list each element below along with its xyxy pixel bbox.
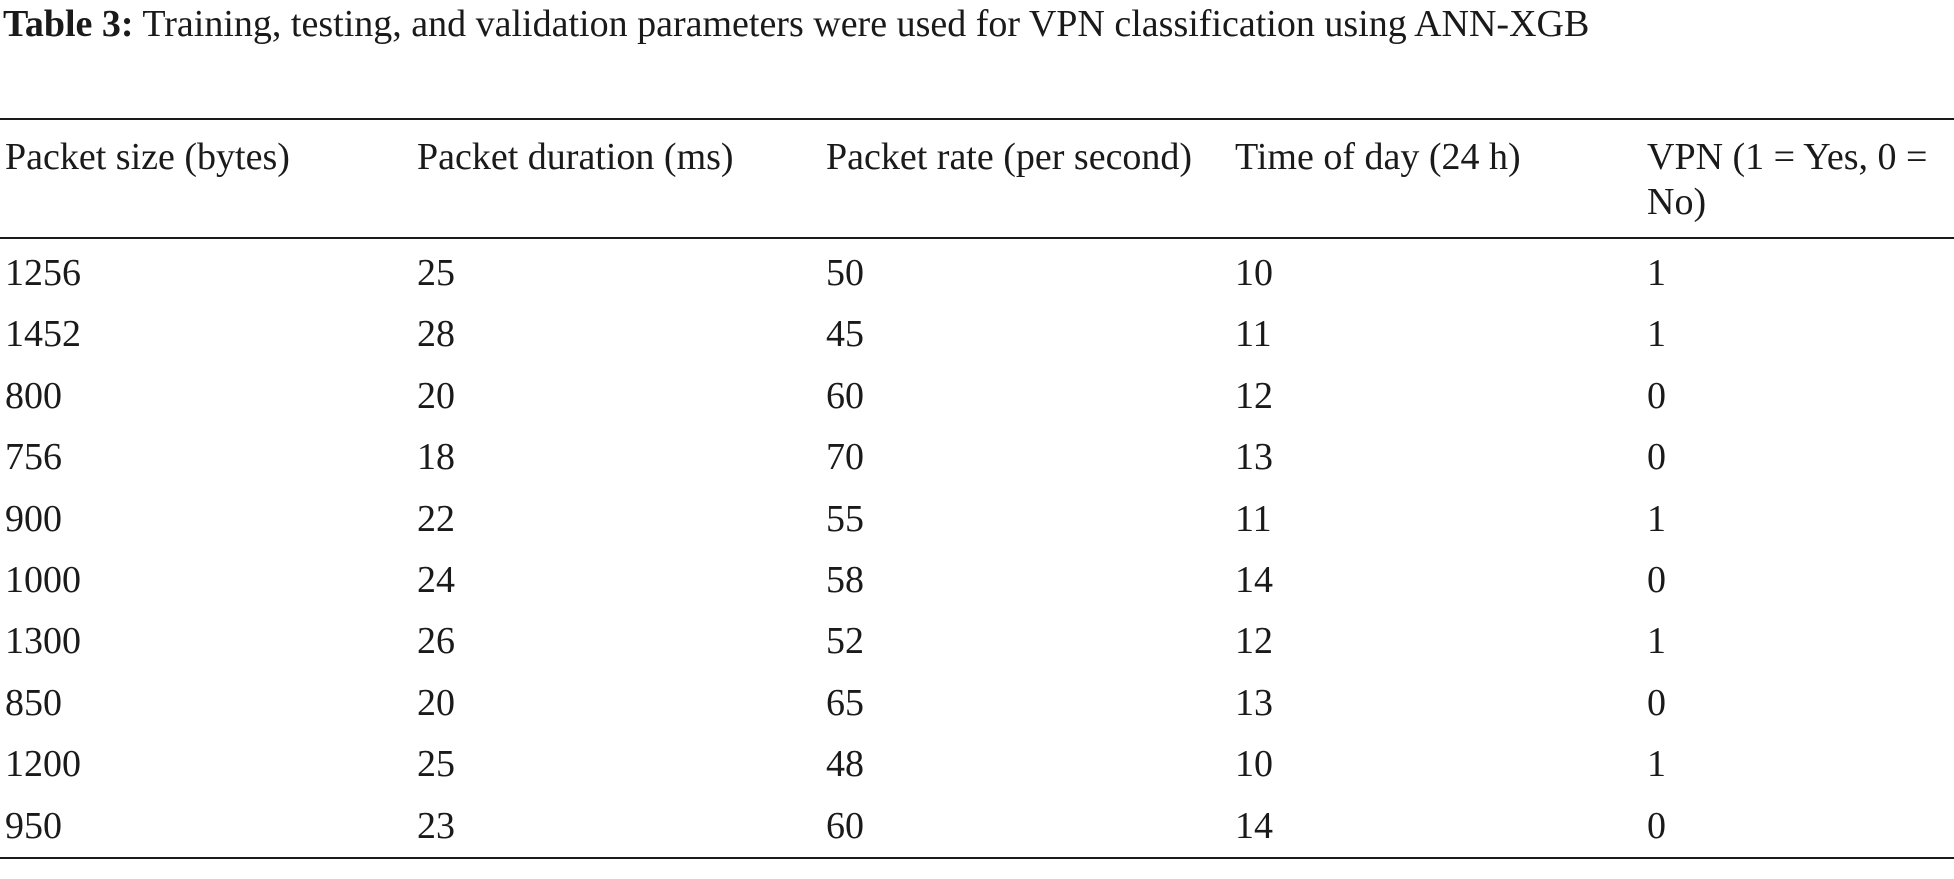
cell-vpn: 0 — [1647, 559, 1666, 602]
cell-packet-rate: 60 — [826, 804, 864, 847]
header-packet-rate: Packet rate (per second) — [826, 136, 1193, 178]
cell-packet-size: 850 — [5, 681, 62, 724]
table-row: 756 18 70 13 0 — [0, 427, 1954, 488]
cell-time-of-day: 13 — [1235, 436, 1273, 479]
cell-packet-duration: 20 — [417, 681, 455, 724]
header-vpn: VPN (1 = Yes, 0 = No) — [1647, 136, 1928, 223]
cell-packet-rate: 60 — [826, 374, 864, 417]
cell-packet-duration: 28 — [417, 313, 455, 356]
cell-vpn: 1 — [1647, 313, 1666, 356]
cell-vpn: 0 — [1647, 436, 1666, 479]
cell-time-of-day: 13 — [1235, 681, 1273, 724]
cell-vpn: 1 — [1647, 252, 1666, 294]
cell-time-of-day: 14 — [1235, 804, 1273, 847]
cell-packet-rate: 45 — [826, 313, 864, 356]
cell-packet-duration: 20 — [417, 374, 455, 417]
table-row: 900 22 55 11 1 — [0, 489, 1954, 550]
cell-packet-rate: 58 — [826, 559, 864, 602]
cell-vpn: 0 — [1647, 681, 1666, 724]
cell-vpn: 1 — [1647, 743, 1666, 786]
cell-packet-duration: 26 — [417, 620, 455, 663]
cell-time-of-day: 10 — [1235, 743, 1273, 786]
cell-time-of-day: 11 — [1235, 497, 1272, 540]
table-row: 950 23 60 14 0 — [0, 796, 1954, 859]
cell-vpn: 1 — [1647, 497, 1666, 540]
cell-packet-duration: 25 — [417, 252, 455, 294]
cell-packet-duration: 18 — [417, 436, 455, 479]
cell-packet-duration: 23 — [417, 804, 455, 847]
cell-packet-size: 756 — [5, 436, 62, 479]
cell-packet-rate: 55 — [826, 497, 864, 540]
header-packet-size: Packet size (bytes) — [5, 136, 290, 178]
cell-packet-size: 900 — [5, 497, 62, 540]
caption-text: Training, testing, and validation parame… — [142, 3, 1590, 45]
table-row: 1300 26 52 12 1 — [0, 611, 1954, 672]
cell-time-of-day: 10 — [1235, 252, 1273, 294]
cell-vpn: 0 — [1647, 374, 1666, 417]
header-time-of-day: Time of day (24 h) — [1235, 136, 1521, 178]
cell-packet-rate: 50 — [826, 252, 864, 294]
cell-packet-size: 950 — [5, 804, 62, 847]
cell-packet-duration: 24 — [417, 559, 455, 602]
cell-packet-size: 1300 — [5, 620, 81, 663]
cell-packet-size: 800 — [5, 374, 62, 417]
cell-packet-duration: 25 — [417, 743, 455, 786]
cell-packet-size: 1256 — [5, 252, 81, 294]
header-packet-duration: Packet duration (ms) — [417, 136, 734, 178]
table-row: 1200 25 48 10 1 — [0, 734, 1954, 795]
cell-time-of-day: 11 — [1235, 313, 1272, 356]
cell-packet-rate: 70 — [826, 436, 864, 479]
cell-vpn: 0 — [1647, 804, 1666, 847]
table-row: 1452 28 45 11 1 — [0, 304, 1954, 365]
table-row: 850 20 65 13 0 — [0, 673, 1954, 734]
cell-time-of-day: 12 — [1235, 620, 1273, 663]
table-header-row: Packet size (bytes) Packet duration (ms)… — [0, 119, 1954, 238]
table-row: 1256 25 50 10 1 — [0, 238, 1954, 304]
cell-packet-size: 1200 — [5, 743, 81, 786]
cell-time-of-day: 14 — [1235, 559, 1273, 602]
cell-packet-rate: 52 — [826, 620, 864, 663]
caption-label: Table 3: — [3, 3, 134, 45]
cell-packet-rate: 48 — [826, 743, 864, 786]
table-caption: Table 3: Training, testing, and validati… — [3, 2, 1948, 47]
cell-packet-rate: 65 — [826, 681, 864, 724]
table-row: 1000 24 58 14 0 — [0, 550, 1954, 611]
cell-packet-duration: 22 — [417, 497, 455, 540]
cell-vpn: 1 — [1647, 620, 1666, 663]
data-table: Packet size (bytes) Packet duration (ms)… — [0, 118, 1954, 859]
table-row: 800 20 60 12 0 — [0, 366, 1954, 427]
cell-time-of-day: 12 — [1235, 374, 1273, 417]
cell-packet-size: 1452 — [5, 313, 81, 356]
cell-packet-size: 1000 — [5, 559, 81, 602]
